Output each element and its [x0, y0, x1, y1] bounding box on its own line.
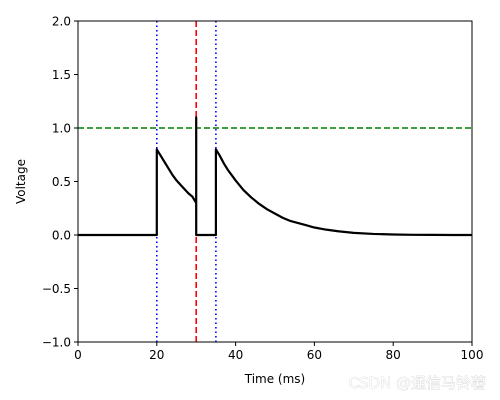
- x-tick-label: 80: [386, 348, 401, 362]
- x-tick-label: 40: [228, 348, 243, 362]
- chart-marks: [78, 21, 472, 342]
- x-tick-label: 100: [461, 348, 484, 362]
- x-tick-label: 60: [307, 348, 322, 362]
- y-tick-label: −1.0: [42, 336, 71, 350]
- y-tick-label: 2.0: [52, 15, 71, 29]
- y-tick-label: 1.5: [52, 68, 71, 82]
- plot-frame: [77, 20, 473, 343]
- axis-ticks: 0 20 40 60 80 100 −1.0 −0.5 0.0 0.5 1.0 1.5 2.0: [42, 15, 484, 363]
- series-line-1: [78, 116, 472, 237]
- x-axis-label: Time (ms): [244, 372, 306, 386]
- x-tick-label: 0: [74, 348, 82, 362]
- y-axis-label: Voltage: [14, 159, 28, 204]
- y-tick-label: 1.0: [52, 122, 71, 136]
- x-tick-label: 20: [149, 348, 164, 362]
- watermark-text: CSDN @通信马铃薯: [348, 374, 486, 392]
- y-tick-label: 0.5: [52, 175, 71, 189]
- y-tick-label: −0.5: [42, 282, 71, 296]
- y-tick-label: 0.0: [52, 229, 71, 243]
